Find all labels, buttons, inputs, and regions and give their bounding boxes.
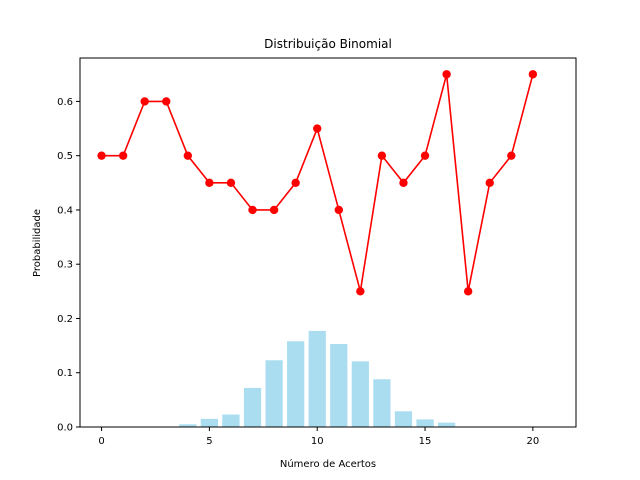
bar-8 xyxy=(265,360,283,427)
bar-5 xyxy=(200,418,219,427)
y-tick-label: 0.2 xyxy=(57,314,73,325)
line-point-11 xyxy=(334,205,343,215)
line-point-18 xyxy=(485,178,494,188)
line-layer xyxy=(97,70,538,296)
x-axis-ticks: 0 5 10 15 20 xyxy=(98,427,539,447)
bar-7 xyxy=(243,387,262,427)
bar-6 xyxy=(222,414,240,427)
bar-16 xyxy=(437,422,456,427)
line-point-1 xyxy=(118,151,128,160)
y-axis-label: Probabilidade xyxy=(32,209,43,277)
bar-13 xyxy=(373,379,391,427)
bar-9 xyxy=(287,341,305,427)
bar-15 xyxy=(416,419,434,427)
line-point-10 xyxy=(313,124,322,133)
x-tick-label: 0 xyxy=(98,436,104,447)
line-point-9 xyxy=(291,178,300,188)
y-tick-label: 0.4 xyxy=(57,205,73,216)
line-point-20 xyxy=(528,70,538,79)
line-point-3 xyxy=(162,97,171,106)
line-point-17 xyxy=(463,287,473,296)
line-point-0 xyxy=(97,151,106,160)
line-point-16 xyxy=(442,70,451,79)
bar-11 xyxy=(330,343,348,427)
line-point-6 xyxy=(226,178,236,188)
x-tick-label: 5 xyxy=(206,436,212,447)
bar-4 xyxy=(179,424,197,427)
plot-frame xyxy=(79,57,577,428)
y-tick-label: 0.0 xyxy=(57,423,73,434)
chart-title: Distribuição Binomial xyxy=(264,37,392,51)
line-point-12 xyxy=(356,287,365,296)
x-tick-label: 15 xyxy=(419,436,432,447)
line-point-19 xyxy=(507,151,516,160)
y-tick-label: 0.6 xyxy=(57,97,73,108)
x-tick-label: 20 xyxy=(527,436,540,447)
y-tick-label: 0.1 xyxy=(57,368,73,379)
x-axis-label: Número de Acertos xyxy=(280,458,376,470)
bars-layer xyxy=(179,330,456,427)
bar-14 xyxy=(394,411,413,427)
line-point-2 xyxy=(140,97,149,106)
line-point-5 xyxy=(205,178,214,188)
y-axis-ticks: 0.0 0.1 0.2 0.3 0.4 0.5 0.6 xyxy=(57,97,80,434)
line-point-4 xyxy=(183,151,193,160)
bar-10 xyxy=(308,330,326,427)
x-tick-label: 10 xyxy=(311,436,324,447)
line-point-8 xyxy=(269,205,279,215)
line-point-13 xyxy=(377,151,387,160)
bar-12 xyxy=(351,361,369,427)
line-point-14 xyxy=(399,178,408,188)
y-tick-label: 0.3 xyxy=(57,260,73,271)
y-tick-label: 0.5 xyxy=(57,151,73,162)
line-point-7 xyxy=(248,205,257,215)
line-point-15 xyxy=(420,151,430,160)
